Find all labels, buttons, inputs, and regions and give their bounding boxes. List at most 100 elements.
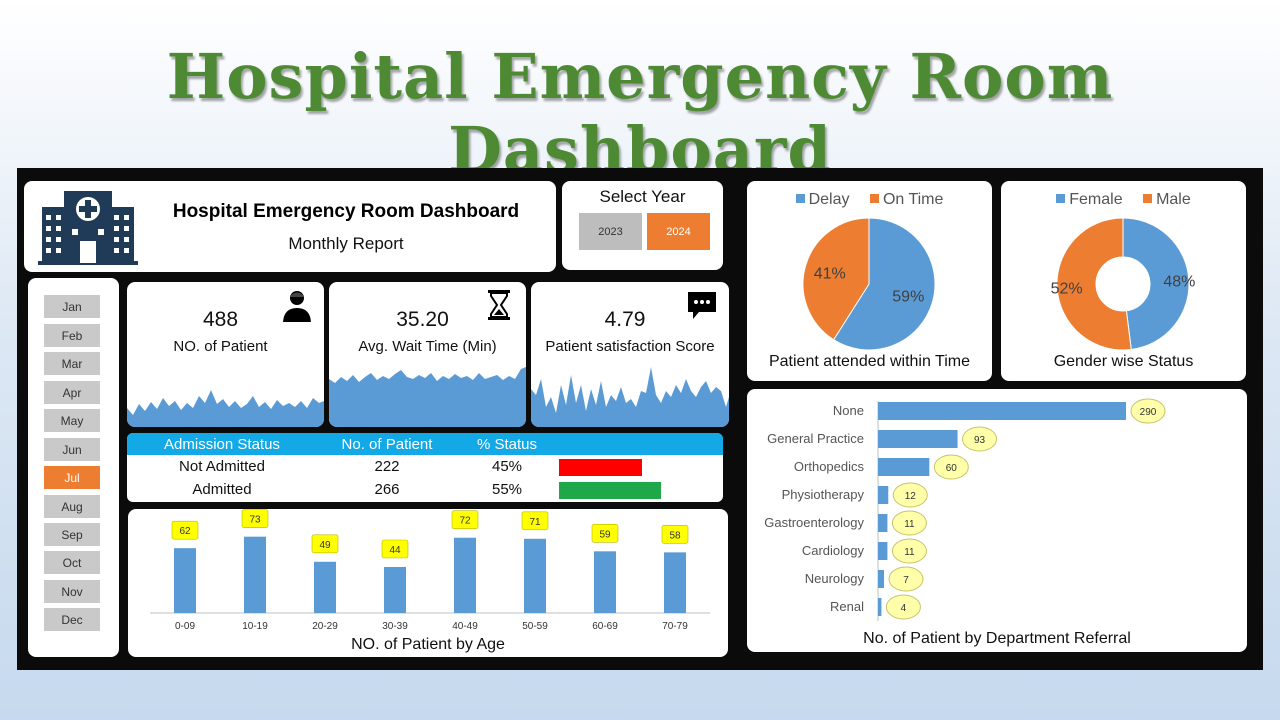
year-selector-title: Select Year [599,187,686,206]
table-header: Admission Status No. of Patient % Status [127,433,723,455]
month-button-mar[interactable]: Mar [44,352,100,375]
legend-swatch [869,194,879,204]
category-label: None [833,403,864,418]
page-title: Hospital Emergency Room Dashboard [166,40,1114,186]
count-cell: 222 [374,458,400,475]
data-label-bubble [891,538,927,564]
tick-label: 40-49 [452,621,478,632]
kpi-sparkline [127,390,324,427]
bar [174,548,196,613]
bar [878,430,958,448]
pie-slice [832,217,936,351]
tick-label: 50-59 [522,621,548,632]
header-title: Hospital Emergency Room Dashboard [172,201,520,222]
tick-label: 10-19 [242,621,268,632]
bar [878,570,884,588]
legend-swatch [795,194,805,204]
slice-label: 59% [892,288,924,305]
hospital-icon [38,191,138,265]
data-label: 58 [669,530,681,541]
legend-label: Male [1156,191,1191,208]
category-label: Renal [830,599,864,614]
data-label-bubble [962,426,998,452]
year-button-2023[interactable]: 2023 [579,213,642,250]
kpi-sparkline [531,367,729,427]
header-card: Hospital Emergency Room Dashboard Monthl… [24,181,556,272]
kpi-label: Patient satisfaction Score [545,338,715,355]
kpi-sparkline [329,367,526,427]
chat-icon [688,292,716,319]
department-bar-chart: None 290 General Practice 93 Orthopedics 60 Ph… [764,398,1166,621]
month-slicer: Jan Feb Mar Apr May Jun Jul Aug Sep Oct … [28,278,119,657]
data-label-box [171,520,199,540]
status-cell: Not Admitted [179,458,265,475]
month-button-aug[interactable]: Aug [44,495,100,518]
attendance-pie-chart: 59% 41% [802,217,936,351]
attendance-pie-title: Patient attended within Time [768,353,970,370]
legend-swatch [1056,194,1066,204]
table-row: Not Admitted 222 45% [127,455,723,478]
tick-label: 0-09 [175,621,195,632]
attendance-pie-card: Delay On Time 59% 41% Patient attended wi… [747,181,992,381]
category-label: Orthopedics [794,459,865,474]
tick-label: 20-29 [312,621,338,632]
month-button-feb[interactable]: Feb [44,324,100,347]
data-label-box [451,510,479,530]
hourglass-icon [488,290,510,320]
data-label: 12 [905,491,917,502]
kpi-value: 35.20 [396,308,449,331]
data-label: 71 [529,517,541,528]
bar [878,542,888,560]
data-label: 11 [904,519,915,530]
kpi-value: 488 [202,308,239,331]
kpi-label: Avg. Wait Time (Min) [358,338,497,355]
month-button-apr[interactable]: Apr [44,381,100,404]
category-label: General Practice [767,431,864,446]
legend-label: On Time [882,191,944,208]
month-button-dec[interactable]: Dec [44,608,100,631]
percent-cell: 55% [491,481,523,498]
month-button-jun[interactable]: Jun [44,438,100,461]
data-label: 73 [249,515,261,526]
pie-slice [1056,217,1132,351]
bar [878,402,1126,420]
month-button-jan[interactable]: Jan [44,295,100,318]
data-label: 93 [974,435,986,446]
legend-label: Female [1069,191,1123,208]
dashboard-board: Hospital Emergency Room Dashboard Monthl… [17,168,1263,670]
pie-slice [1122,217,1190,351]
data-label-box [311,534,339,554]
percent-bar [559,459,642,476]
column-header: % Status [476,436,538,453]
year-button-2024[interactable]: 2024 [647,213,710,250]
data-label: 59 [599,529,611,540]
month-button-nov[interactable]: Nov [44,580,100,603]
data-label: 7 [903,575,909,586]
data-label: 290 [1140,407,1157,418]
month-button-may[interactable]: May [44,409,100,432]
category-label: Cardiology [802,543,865,558]
month-button-sep[interactable]: Sep [44,523,100,546]
bar [454,537,476,613]
donut-legend: Female Male [1001,191,1246,209]
data-label: 60 [946,463,958,474]
month-button-jul[interactable]: Jul [44,466,100,489]
pie-legend: Delay On Time [747,191,992,209]
slice-label: 52% [1051,281,1083,298]
bar [594,551,616,613]
department-chart-card: None 290 General Practice 93 Orthopedics 60 Ph… [747,389,1247,652]
bar [878,598,882,616]
column-header: No. of Patient [341,436,433,453]
month-button-oct[interactable]: Oct [44,551,100,574]
data-label: 11 [904,547,915,558]
data-label: 44 [389,545,401,556]
percent-cell: 45% [491,458,523,475]
bar [878,514,888,532]
age-chart-title: NO. of Patient by Age [351,636,505,653]
data-label: 62 [179,526,191,537]
patient-icon [283,291,311,322]
kpi-label: NO. of Patient [173,338,268,355]
slice-label: 41% [814,266,846,283]
header-subtitle: Monthly Report [288,234,404,253]
category-label: Physiotherapy [782,487,865,502]
